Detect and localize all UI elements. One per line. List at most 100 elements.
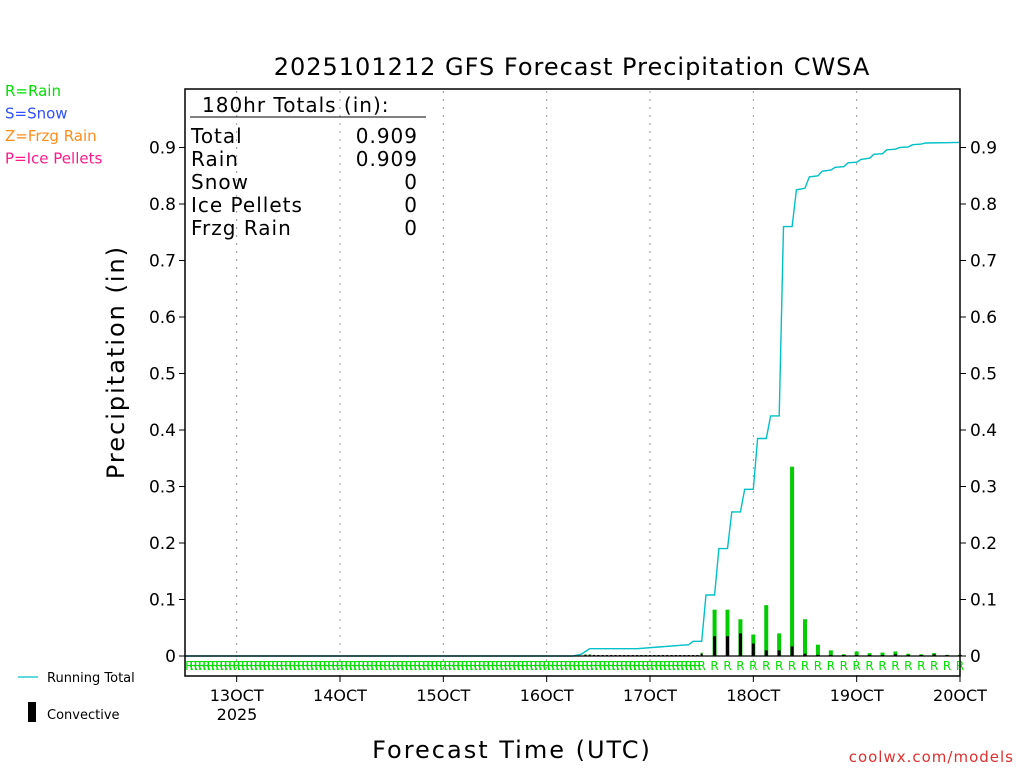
type-marker: R <box>215 659 223 673</box>
type-marker: R <box>379 659 387 673</box>
type-marker: R <box>293 659 301 673</box>
precip-bar <box>880 652 885 656</box>
type-marker: R <box>198 659 206 673</box>
y-tick-label-right: 0.5 <box>970 365 997 385</box>
x-axis-label: Forecast Time (UTC) <box>372 736 652 764</box>
type-marker: R <box>689 659 697 673</box>
x-tick-label: 18OCT <box>726 686 780 705</box>
type-marker: R <box>917 659 925 673</box>
precip-bar <box>854 651 859 656</box>
type-marker: R <box>676 659 684 673</box>
type-marker: R <box>336 659 344 673</box>
type-marker: R <box>852 659 860 673</box>
type-marker: R <box>568 659 576 673</box>
running-total-legend-label: Running Total <box>47 671 135 686</box>
y-tick-label-right: 0.1 <box>970 591 997 611</box>
y-tick-label-right: 0.3 <box>970 478 997 498</box>
precip-bar <box>777 633 782 656</box>
type-marker: R <box>904 659 912 673</box>
convective-bar <box>932 654 936 656</box>
totals-row-label: Snow <box>191 170 249 194</box>
type-marker: R <box>258 659 266 673</box>
type-marker: R <box>525 659 533 673</box>
running-total-line <box>185 141 961 657</box>
y-tick-label-left: 0.8 <box>149 195 176 215</box>
type-marker: R <box>611 659 619 673</box>
type-marker: R <box>478 659 486 673</box>
type-marker: R <box>491 659 499 673</box>
type-markers: RRRRRRRRRRRRRRRRRRRRRRRRRRRRRRRRRRRRRRRR… <box>185 659 964 673</box>
type-marker: R <box>482 659 490 673</box>
type-marker: R <box>624 659 632 673</box>
precip-type-legend: R=Rain S=Snow Z=Frzg Rain P=Ice Pellets <box>5 82 102 168</box>
type-marker: R <box>594 659 602 673</box>
type-marker: R <box>280 659 288 673</box>
type-marker: R <box>642 659 650 673</box>
type-marker: R <box>650 659 658 673</box>
x-tick-label: 17OCT <box>623 686 677 705</box>
plot-frame <box>184 88 961 677</box>
type-marker: R <box>680 659 688 673</box>
type-marker: R <box>607 659 615 673</box>
type-marker: R <box>814 659 822 673</box>
type-marker: R <box>663 659 671 673</box>
type-marker: R <box>284 659 292 673</box>
convective-bar <box>738 633 742 656</box>
type-marker: R <box>250 659 258 673</box>
y-tick-label-right: 0.7 <box>970 252 997 272</box>
type-marker: R <box>538 659 546 673</box>
type-marker: R <box>353 659 361 673</box>
totals-row-value: 0 <box>404 216 418 240</box>
y-tick-label-left: 0.3 <box>149 478 176 498</box>
type-marker: R <box>396 659 404 673</box>
precip-bar <box>893 651 898 656</box>
type-marker: R <box>297 659 305 673</box>
type-marker: R <box>375 659 383 673</box>
type-marker: R <box>418 659 426 673</box>
x-tick-label: 19OCT <box>830 686 884 705</box>
type-marker: R <box>344 659 352 673</box>
type-marker: R <box>301 659 309 673</box>
type-marker: R <box>487 659 495 673</box>
convective-bar <box>764 650 768 656</box>
type-marker: R <box>211 659 219 673</box>
type-marker: R <box>387 659 395 673</box>
type-marker: R <box>422 659 430 673</box>
type-marker: R <box>276 659 284 673</box>
type-marker: R <box>409 659 417 673</box>
type-marker: R <box>693 659 701 673</box>
convective-bar <box>790 646 794 656</box>
y-tick-label-right: 0.9 <box>970 139 997 159</box>
type-marker: R <box>267 659 275 673</box>
x-tick-label: 14OCT <box>313 686 367 705</box>
y-tick-label-right: 0.8 <box>970 195 997 215</box>
type-marker: R <box>370 659 378 673</box>
type-marker: R <box>495 659 503 673</box>
type-marker: R <box>469 659 477 673</box>
totals-header: 180hr Totals (in): <box>202 93 390 117</box>
convective-bar <box>726 636 729 656</box>
x-tick-label: 15OCT <box>416 686 470 705</box>
type-marker: R <box>762 659 770 673</box>
precip-bar <box>803 619 807 656</box>
precip-bar <box>867 653 872 656</box>
type-marker: R <box>392 659 400 673</box>
type-legend-entry: Z=Frzg Rain <box>5 127 97 145</box>
y-tick-label-left: 0.6 <box>149 308 176 328</box>
type-marker: R <box>254 659 262 673</box>
type-marker: R <box>185 659 193 673</box>
type-marker: R <box>271 659 279 673</box>
convective-bar <box>803 653 807 656</box>
x-tick-label: 20OCT <box>933 686 987 705</box>
type-marker: R <box>547 659 555 673</box>
type-marker: R <box>452 659 460 673</box>
type-marker: R <box>534 659 542 673</box>
type-marker: R <box>241 659 249 673</box>
type-legend-entry: R=Rain <box>5 82 61 100</box>
type-marker: R <box>654 659 662 673</box>
axes: 13OCT 14OCT 15OCT 16OCT 17OCT 18OCT 19OCT 20OCT… <box>149 139 997 706</box>
type-legend-entry: P=Ice Pellets <box>5 150 102 168</box>
type-marker: R <box>439 659 447 673</box>
type-marker: R <box>943 659 951 673</box>
